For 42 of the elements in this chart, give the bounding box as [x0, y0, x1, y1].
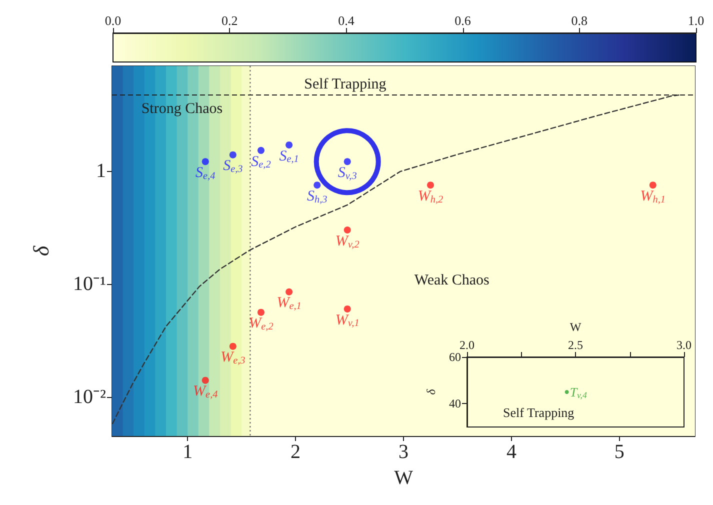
color-bar-label: 0.8 — [571, 13, 588, 28]
point — [344, 158, 351, 166]
color-bar-label: 0.6 — [454, 13, 472, 28]
x-axis-title: W — [570, 320, 582, 334]
ref-line-label: Self Trapping — [304, 76, 387, 93]
x-axis-title: W — [394, 467, 414, 489]
point — [427, 182, 434, 189]
point — [229, 151, 236, 158]
x-tick-label: 2.0 — [460, 338, 474, 352]
y-tick-label: 40 — [449, 396, 461, 411]
x-tick-label: 1 — [182, 441, 193, 463]
point — [286, 141, 293, 148]
annotation: Weak Chaos — [414, 272, 490, 289]
annotation: Strong Chaos — [141, 100, 223, 117]
color-bar-label: 0.4 — [338, 13, 355, 28]
y-tick-label: 1 — [96, 160, 106, 182]
point — [344, 305, 351, 312]
y-tick-label: 10⁻¹ — [73, 272, 106, 295]
point — [202, 376, 209, 384]
y-tick-label: 60 — [449, 350, 461, 364]
point — [257, 146, 264, 154]
x-tick-label: 3 — [398, 441, 408, 463]
x-tick-label: 2 — [290, 441, 301, 463]
point — [649, 182, 656, 189]
color-bar-label: 0.0 — [104, 13, 122, 28]
point — [344, 226, 351, 234]
y-axis-title: δ — [424, 388, 438, 395]
point — [286, 288, 293, 296]
annotation: Self Trapping — [503, 404, 575, 420]
point — [202, 158, 209, 166]
y-tick-label: 10⁻² — [73, 386, 106, 408]
point — [257, 308, 264, 316]
x-tick-label: 4 — [506, 441, 516, 463]
x-tick-label: 3.0 — [676, 338, 692, 352]
point — [314, 182, 321, 189]
y-axis-title: δ — [28, 245, 54, 256]
annotation: Tv,4 — [570, 384, 588, 400]
point — [229, 342, 236, 350]
x-tick-label: 5 — [614, 441, 624, 463]
x-tick-label: 2.5 — [568, 338, 583, 352]
color-bar-label: 0.2 — [221, 13, 238, 28]
color-bar-label: 1.0 — [688, 13, 704, 28]
